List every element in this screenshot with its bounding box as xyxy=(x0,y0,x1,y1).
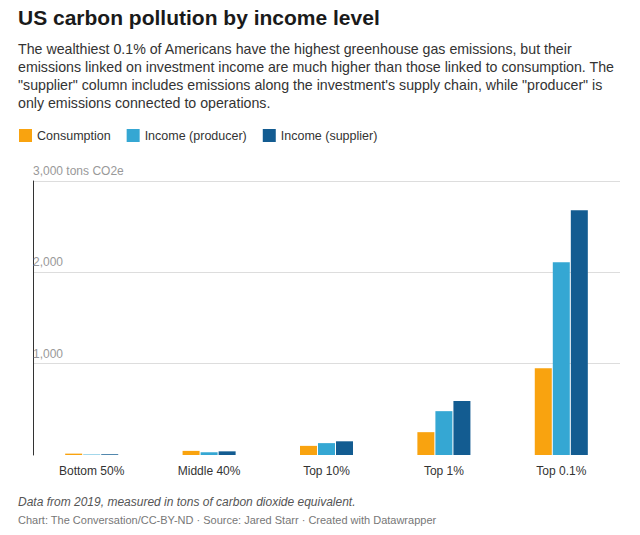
svg-text:Consumption: Consumption xyxy=(37,129,111,143)
svg-text:1,000: 1,000 xyxy=(33,347,63,361)
svg-text:Top 1%: Top 1% xyxy=(424,464,464,478)
svg-text:Income (producer): Income (producer) xyxy=(145,129,247,143)
svg-text:Middle 40%: Middle 40% xyxy=(178,464,241,478)
html-text:The wealthiest 0.1% of America: The wealthiest 0.1% of Americans have th… xyxy=(18,41,614,111)
svg-text:Income (supplier): Income (supplier) xyxy=(281,129,378,143)
html-text:US carbon pollution by income: US carbon pollution by income level xyxy=(18,6,380,29)
svg-text:Bottom 50%: Bottom 50% xyxy=(59,464,125,478)
svg-text:Top 10%: Top 10% xyxy=(303,464,350,478)
svg-text:2,000: 2,000 xyxy=(33,255,63,269)
svg-text:3,000 tons CO2e: 3,000 tons CO2e xyxy=(33,164,124,178)
html-text:Chart: The Conversation/CC-BY-: Chart: The Conversation/CC-BY-ND · Sourc… xyxy=(18,514,437,526)
html-text:Data from 2019, measured in to: Data from 2019, measured in tons of carb… xyxy=(18,495,356,509)
svg-text:Top 0.1%: Top 0.1% xyxy=(536,464,586,478)
